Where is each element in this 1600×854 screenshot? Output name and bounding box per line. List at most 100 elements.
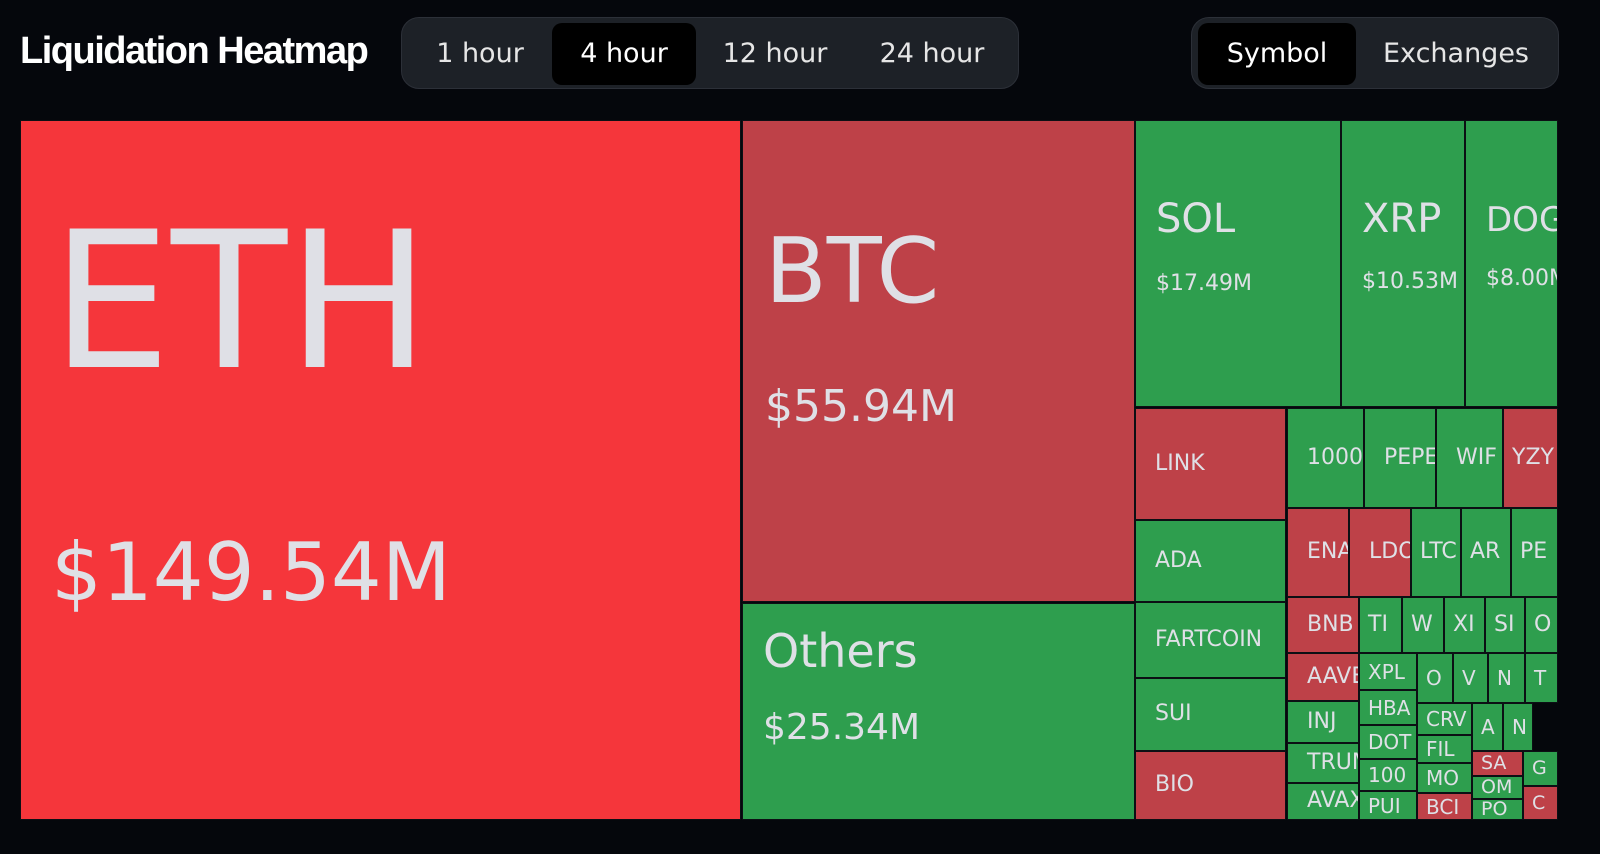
tile-symbol: PUI — [1368, 793, 1401, 818]
tile-symbol: FARTCOIN — [1155, 626, 1263, 652]
heatmap-tile[interactable]: INJ — [1287, 701, 1359, 743]
tile-symbol: WIF — [1456, 444, 1497, 470]
tile-amount: $17.49M — [1156, 270, 1252, 296]
heatmap-tile[interactable]: HBA — [1359, 690, 1417, 725]
page-title: Liquidation Heatmap — [20, 30, 369, 72]
heatmap-tile[interactable]: PO — [1472, 799, 1523, 820]
heatmap-tile[interactable]: N — [1488, 653, 1525, 703]
time-tab[interactable]: 1 hour — [436, 38, 524, 69]
heatmap-tile[interactable]: TRUM — [1287, 743, 1359, 783]
heatmap-tile[interactable]: C — [1523, 786, 1558, 820]
heatmap-tile[interactable]: BIO — [1135, 751, 1286, 820]
heatmap-tile[interactable]: FARTCOIN — [1135, 602, 1286, 678]
tile-symbol: FIL — [1426, 737, 1455, 761]
heatmap-tile[interactable]: DOT — [1359, 725, 1417, 759]
tile-symbol: AR — [1470, 539, 1501, 565]
tile-symbol: LDO — [1369, 539, 1411, 565]
heatmap-tile[interactable]: LINK — [1135, 408, 1286, 520]
heatmap-tile[interactable]: TI — [1359, 597, 1402, 653]
heatmap-tile[interactable]: O — [1525, 597, 1558, 653]
heatmap-tile[interactable]: YZY — [1503, 408, 1558, 508]
tile-symbol: O — [1534, 611, 1552, 637]
tile-symbol: V — [1462, 666, 1476, 690]
time-tab[interactable]: 24 hour — [879, 38, 985, 69]
tile-symbol: ENA — [1307, 539, 1349, 565]
tile-symbol: XPL — [1368, 659, 1405, 684]
time-tab-group: 1 hour 4 hour 12 hour 24 hour — [401, 17, 1019, 89]
heatmap-tile[interactable]: AVAX — [1287, 783, 1359, 820]
heatmap-tile[interactable]: SOL $17.49M — [1135, 120, 1341, 407]
tile-symbol: TI — [1368, 611, 1388, 637]
heatmap-tile[interactable]: BNB — [1287, 597, 1359, 653]
tile-amount: $55.94M — [765, 380, 957, 432]
tile-symbol: SI — [1494, 611, 1515, 637]
heatmap-tile[interactable]: PE — [1511, 508, 1558, 597]
tile-symbol: AVAX — [1307, 788, 1359, 814]
view-tab[interactable]: Exchanges — [1383, 38, 1529, 69]
tile-amount: $25.34M — [763, 707, 921, 749]
heatmap-tile[interactable]: ADA — [1135, 520, 1286, 602]
heatmap-tile[interactable]: XRP $10.53M — [1341, 120, 1465, 407]
tile-symbol: TRUM — [1307, 749, 1358, 775]
heatmap-tile[interactable]: O — [1417, 653, 1453, 703]
tile-symbol: G — [1532, 757, 1547, 780]
tile-symbol: N — [1497, 666, 1512, 690]
tile-symbol: T — [1534, 666, 1547, 690]
tile-amount: $149.54M — [51, 526, 451, 619]
heatmap-tile[interactable]: Others $25.34M — [742, 603, 1135, 820]
heatmap-tile[interactable]: PEPE — [1364, 408, 1436, 508]
heatmap-tile[interactable]: SA — [1472, 751, 1523, 776]
heatmap-tile[interactable]: ETH $149.54M — [20, 120, 741, 820]
heatmap-tile[interactable]: BTC $55.94M — [742, 120, 1135, 602]
time-tab[interactable]: 4 hour — [552, 23, 696, 85]
tile-symbol: DOG — [1486, 199, 1558, 240]
heatmap-tile[interactable]: N — [1503, 703, 1533, 751]
tile-symbol: INJ — [1307, 708, 1337, 734]
tile-symbol: Others — [763, 624, 918, 679]
heatmap-tile[interactable]: MO — [1417, 763, 1472, 793]
heatmap-tile[interactable]: W — [1402, 597, 1444, 653]
heatmap-tile[interactable]: AAVE — [1287, 653, 1359, 701]
tile-symbol: BTC — [765, 219, 940, 324]
view-tab-group: Symbol Exchanges — [1191, 17, 1559, 89]
tile-symbol: SOL — [1156, 196, 1236, 242]
tile-symbol: LTC — [1420, 539, 1457, 565]
heatmap-tile[interactable]: G — [1523, 751, 1558, 786]
tile-symbol: BIO — [1155, 772, 1194, 798]
heatmap-tile[interactable]: 100 — [1359, 759, 1417, 791]
heatmap-tile[interactable]: PUI — [1359, 791, 1417, 820]
heatmap-tile[interactable]: CRV — [1417, 703, 1472, 735]
tile-symbol: PE — [1520, 539, 1548, 565]
heatmap-tile[interactable]: SI — [1485, 597, 1525, 653]
heatmap-tile[interactable]: XPL — [1359, 653, 1417, 690]
heatmap-tile[interactable]: FIL — [1417, 735, 1472, 763]
tile-symbol: AAVE — [1307, 663, 1358, 689]
heatmap-tile[interactable]: WIF — [1436, 408, 1503, 508]
view-tab[interactable]: Symbol — [1198, 23, 1356, 85]
tile-symbol: N — [1512, 715, 1527, 739]
heatmap-tile[interactable]: BCI — [1417, 793, 1472, 820]
heatmap-tile[interactable]: LTC — [1411, 508, 1461, 597]
tile-symbol: BNB — [1307, 611, 1354, 637]
time-tab[interactable]: 12 hour — [722, 38, 828, 69]
heatmap-tile[interactable]: OM — [1472, 776, 1523, 799]
heatmap-tile[interactable]: T — [1525, 653, 1558, 703]
tile-symbol: YZY — [1512, 444, 1554, 470]
tile-symbol: HBA — [1368, 695, 1411, 720]
heatmap-tile[interactable]: SUI — [1135, 678, 1286, 751]
tile-symbol: W — [1411, 611, 1433, 637]
heatmap-tile[interactable]: XI — [1444, 597, 1485, 653]
heatmap-tile[interactable]: A — [1472, 703, 1503, 751]
tile-symbol: SA — [1481, 752, 1507, 775]
tile-symbol: A — [1481, 715, 1495, 739]
heatmap-tile[interactable]: LDO — [1349, 508, 1411, 597]
heatmap-tile[interactable]: DOG $8.00M — [1465, 120, 1558, 407]
tile-symbol: ADA — [1155, 547, 1202, 573]
tile-symbol: LINK — [1155, 450, 1205, 476]
heatmap-tile[interactable]: V — [1453, 653, 1488, 703]
tile-symbol: PEPE — [1384, 444, 1436, 470]
heatmap-tile[interactable]: AR — [1461, 508, 1511, 597]
heatmap-tile[interactable]: ENA — [1287, 508, 1349, 597]
